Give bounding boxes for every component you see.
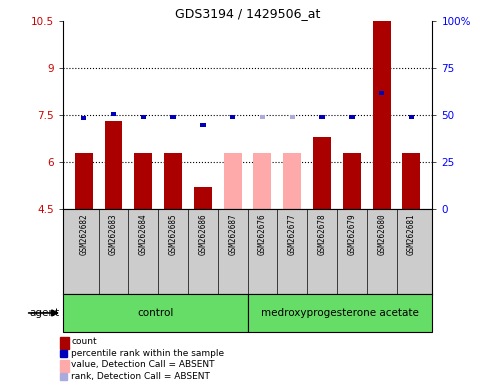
- Bar: [134, 153, 152, 209]
- Bar: [141, 115, 146, 119]
- Bar: [379, 91, 384, 95]
- Text: GSM262678: GSM262678: [317, 214, 327, 255]
- Text: medroxyprogesterone acetate: medroxyprogesterone acetate: [261, 308, 419, 318]
- Bar: [230, 115, 235, 119]
- Text: GSM262679: GSM262679: [347, 214, 356, 255]
- Bar: [248, 294, 432, 332]
- Text: GSM262677: GSM262677: [288, 214, 297, 255]
- Text: GSM262680: GSM262680: [377, 214, 386, 255]
- Text: GSM262684: GSM262684: [139, 214, 148, 255]
- Bar: [254, 153, 271, 209]
- Bar: [111, 112, 116, 116]
- Text: rank, Detection Call = ABSENT: rank, Detection Call = ABSENT: [71, 372, 211, 381]
- Text: GSM262686: GSM262686: [199, 214, 207, 255]
- Bar: [284, 153, 301, 209]
- Text: control: control: [137, 308, 173, 318]
- Text: GSM262682: GSM262682: [79, 214, 88, 255]
- Text: GSM262681: GSM262681: [407, 214, 416, 255]
- Text: GSM262683: GSM262683: [109, 214, 118, 255]
- Text: GSM262676: GSM262676: [258, 214, 267, 255]
- Bar: [349, 115, 355, 119]
- Bar: [63, 294, 248, 332]
- Bar: [194, 187, 212, 209]
- Text: agent: agent: [29, 308, 59, 318]
- Bar: [104, 121, 122, 209]
- Bar: [373, 21, 391, 209]
- Text: percentile rank within the sample: percentile rank within the sample: [71, 349, 225, 358]
- Text: value, Detection Call = ABSENT: value, Detection Call = ABSENT: [71, 360, 215, 369]
- Bar: [170, 115, 176, 119]
- Text: count: count: [71, 337, 97, 346]
- Bar: [313, 137, 331, 209]
- Bar: [75, 153, 93, 209]
- Bar: [224, 153, 242, 209]
- Title: GDS3194 / 1429506_at: GDS3194 / 1429506_at: [175, 7, 320, 20]
- Bar: [289, 115, 295, 119]
- Bar: [164, 153, 182, 209]
- Text: GSM262687: GSM262687: [228, 214, 237, 255]
- Bar: [343, 153, 361, 209]
- Bar: [81, 116, 86, 120]
- Bar: [319, 115, 325, 119]
- Text: GSM262685: GSM262685: [169, 214, 178, 255]
- Bar: [409, 115, 414, 119]
- Bar: [200, 122, 206, 127]
- Bar: [402, 153, 420, 209]
- Bar: [260, 115, 265, 119]
